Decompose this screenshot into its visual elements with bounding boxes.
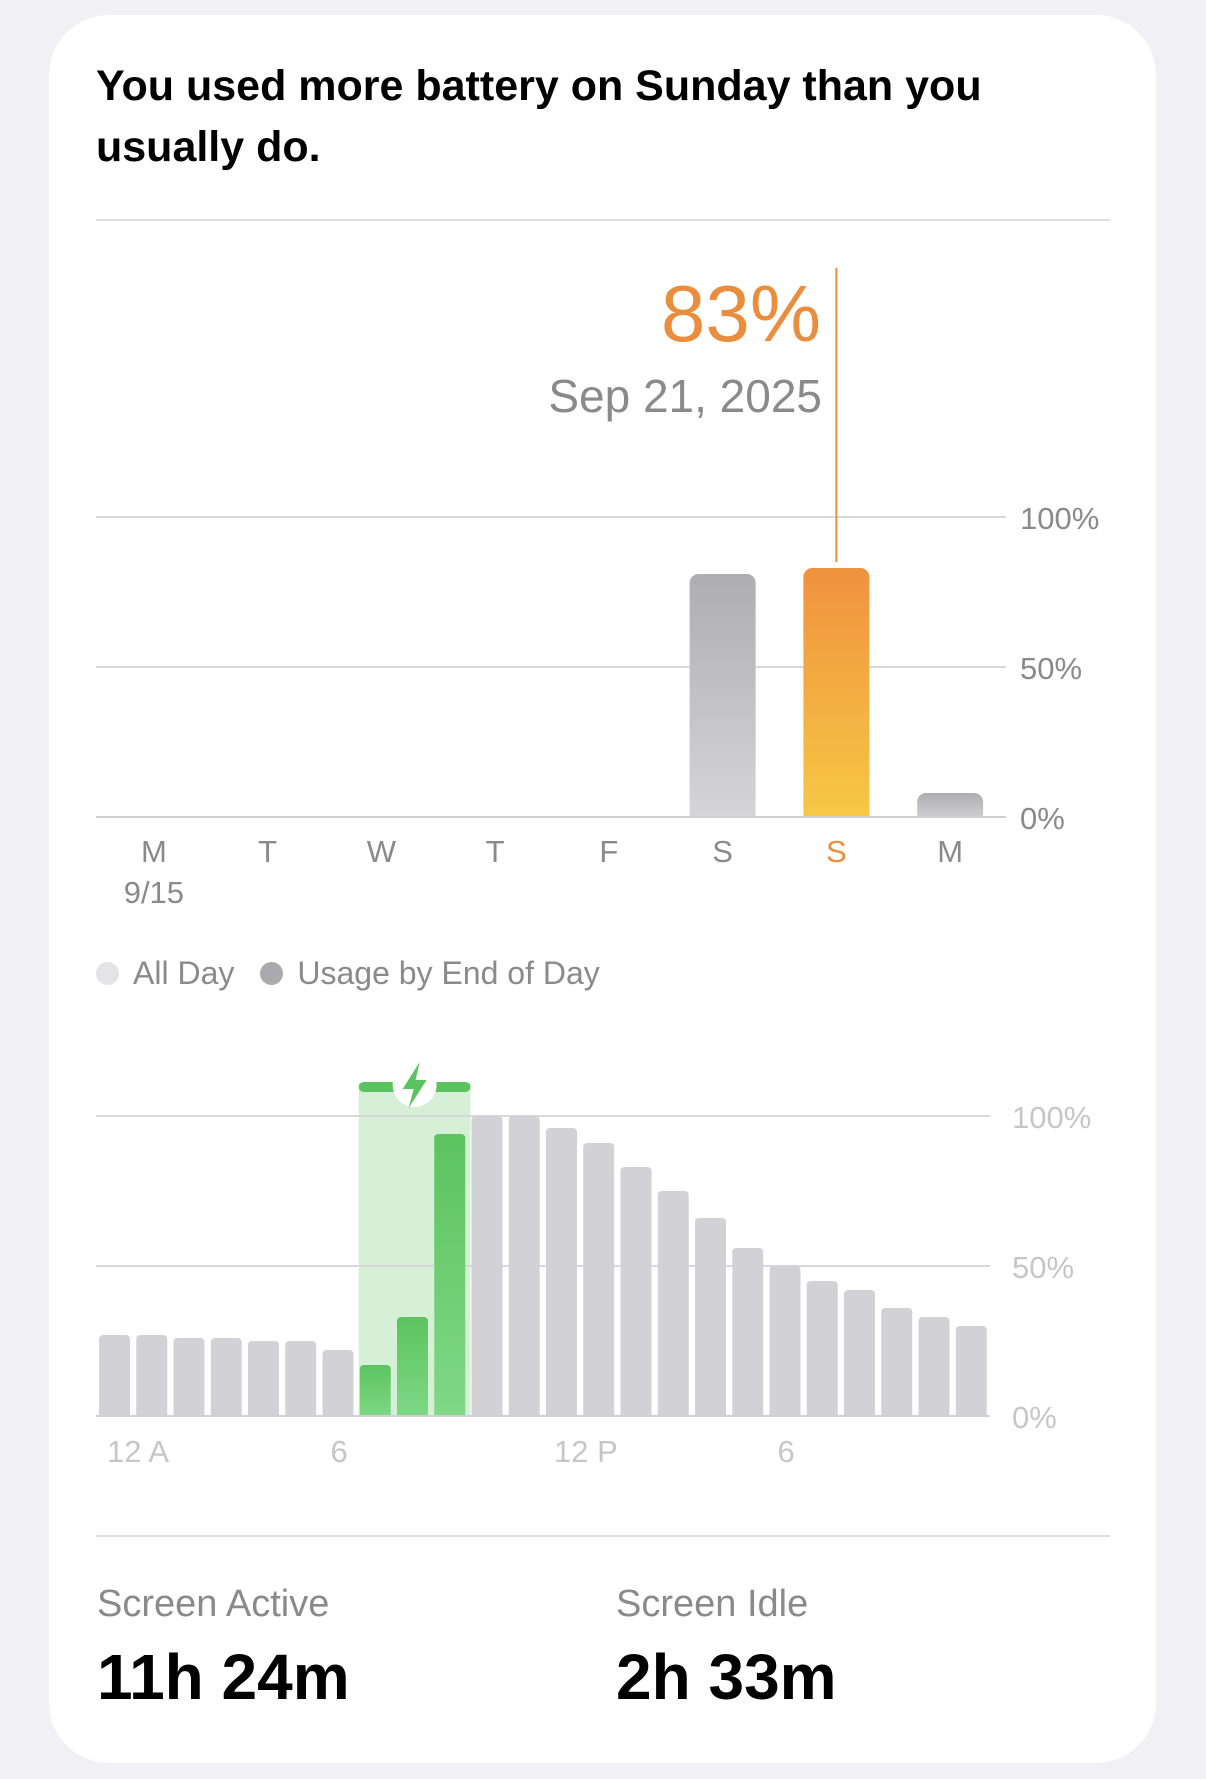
daily-bar <box>917 793 984 823</box>
lightning-bolt-icon <box>402 1062 427 1108</box>
daily-x-tick-label: T <box>486 834 505 869</box>
hourly-bar <box>918 1317 950 1420</box>
hourly-bar <box>248 1341 279 1420</box>
battery-usage-card <box>49 15 1156 1763</box>
daily-x-tick-label: M <box>937 834 963 869</box>
hourly-x-tick-label: 12 A <box>107 1434 169 1469</box>
hourly-y-tick-label: 0% <box>1012 1400 1057 1435</box>
legend-all-day-label: All Day <box>133 955 235 991</box>
screen-active-stat: Screen Active 11h 24m <box>97 1582 350 1714</box>
hourly-battery-chart[interactable]: 100% 50% 0% 12 A 6 12 P 6 <box>0 0 1206 1500</box>
daily-bar-selected <box>803 568 870 823</box>
top-divider <box>96 219 1110 221</box>
daily-x-tick-label: F <box>599 834 618 869</box>
legend-all-day[interactable]: All Day <box>96 955 234 992</box>
daily-x-tick-label: S <box>712 834 733 869</box>
headline: You used more battery on Sunday than you… <box>96 62 982 171</box>
screen-active-value: 11h 24m <box>97 1641 350 1713</box>
legend-usage-label: Usage by End of Day <box>297 955 600 991</box>
daily-y-tick-label: 0% <box>1020 801 1065 836</box>
screen-idle-stat: Screen Idle 2h 33m <box>616 1582 837 1714</box>
hourly-x-tick-label: 12 P <box>554 1434 618 1469</box>
daily-y-tick-label: 50% <box>1020 651 1082 686</box>
hourly-bar <box>583 1143 615 1420</box>
hourly-bar <box>173 1338 205 1420</box>
hourly-bar <box>955 1326 987 1420</box>
hourly-bar <box>136 1335 168 1420</box>
screen-idle-label: Screen Idle <box>616 1583 809 1625</box>
legend-all-day-dot <box>96 962 119 985</box>
daily-x-tick-label: T <box>258 834 277 869</box>
hourly-bar <box>806 1281 838 1420</box>
daily-baseline-mask <box>96 817 1006 823</box>
hourly-bar <box>881 1308 913 1420</box>
hourly-bar <box>844 1290 875 1420</box>
chart-legend: All Day Usage by End of Day <box>96 955 626 992</box>
hourly-bar <box>322 1350 354 1420</box>
hourly-bar <box>210 1338 242 1420</box>
hourly-bar <box>732 1248 764 1420</box>
daily-bar <box>689 574 756 823</box>
hourly-y-tick-label: 50% <box>1012 1250 1074 1285</box>
hourly-x-tick-label: 6 <box>331 1434 348 1469</box>
hourly-bar <box>695 1218 726 1420</box>
hourly-bar <box>769 1266 801 1420</box>
selected-day-date: Sep 21, 2025 <box>548 370 822 422</box>
screen-idle-value: 2h 33m <box>616 1641 837 1713</box>
legend-usage-end-of-day[interactable]: Usage by End of Day <box>260 955 600 992</box>
daily-y-tick-label: 100% <box>1020 501 1099 536</box>
daily-x-tick-label: M <box>141 834 167 869</box>
daily-x-sub-label: 9/15 <box>124 875 184 910</box>
daily-battery-chart[interactable]: 100% 50% 0% M 9/15 T W T F S S M <box>0 0 1206 920</box>
hourly-bar <box>508 1116 540 1420</box>
hourly-x-tick-label: 6 <box>778 1434 795 1469</box>
daily-x-tick-label: W <box>367 834 397 869</box>
hourly-bar-charging <box>397 1317 428 1420</box>
screen-active-label: Screen Active <box>97 1583 330 1625</box>
hourly-bar <box>285 1341 317 1420</box>
hourly-y-tick-label: 100% <box>1012 1100 1091 1135</box>
hourly-bar-charging <box>359 1365 391 1420</box>
hourly-bar <box>546 1128 577 1420</box>
daily-x-tick-label: S <box>826 834 847 869</box>
stats-divider <box>96 1535 1110 1537</box>
hourly-bar-charging <box>434 1134 466 1420</box>
selected-day-value: 83% <box>660 269 821 358</box>
hourly-bar <box>620 1167 652 1420</box>
legend-usage-dot <box>260 962 284 985</box>
hourly-bar <box>471 1116 503 1420</box>
hourly-baseline-mask <box>96 1416 990 1421</box>
hourly-bar <box>657 1191 689 1420</box>
hourly-bar <box>99 1335 130 1420</box>
